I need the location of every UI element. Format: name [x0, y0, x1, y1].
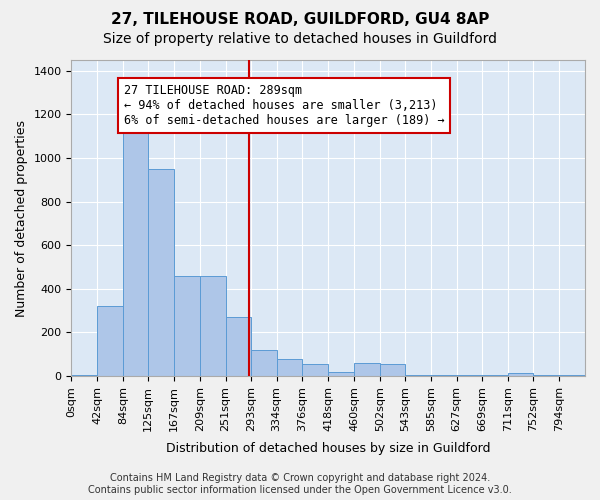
Bar	[97, 306, 123, 376]
Bar	[71, 375, 97, 376]
Text: Size of property relative to detached houses in Guildford: Size of property relative to detached ho…	[103, 32, 497, 46]
Bar	[380, 364, 405, 376]
Bar	[302, 364, 328, 376]
Bar	[174, 276, 200, 376]
Bar	[226, 317, 251, 376]
X-axis label: Distribution of detached houses by size in Guildford: Distribution of detached houses by size …	[166, 442, 490, 455]
Bar	[328, 372, 354, 376]
Bar	[200, 276, 226, 376]
Bar	[148, 169, 174, 376]
Bar	[277, 358, 302, 376]
Text: 27, TILEHOUSE ROAD, GUILDFORD, GU4 8AP: 27, TILEHOUSE ROAD, GUILDFORD, GU4 8AP	[111, 12, 489, 28]
Bar	[354, 363, 380, 376]
Text: Contains HM Land Registry data © Crown copyright and database right 2024.
Contai: Contains HM Land Registry data © Crown c…	[88, 474, 512, 495]
Y-axis label: Number of detached properties: Number of detached properties	[15, 120, 28, 316]
Text: 27 TILEHOUSE ROAD: 289sqm
← 94% of detached houses are smaller (3,213)
6% of sem: 27 TILEHOUSE ROAD: 289sqm ← 94% of detac…	[124, 84, 444, 127]
Bar	[508, 373, 533, 376]
Bar	[123, 130, 148, 376]
Bar	[251, 350, 277, 376]
